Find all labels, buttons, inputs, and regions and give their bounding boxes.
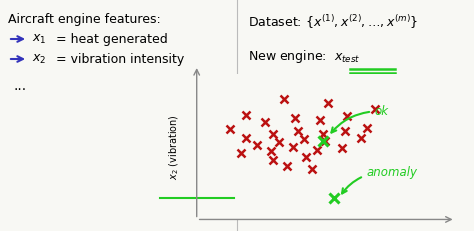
Text: $x_1$: $x_1$ — [32, 32, 46, 46]
Text: = vibration intensity: = vibration intensity — [56, 52, 184, 66]
Text: New engine:  $x_{test}$: New engine: $x_{test}$ — [248, 48, 361, 65]
Text: ...: ... — [14, 79, 27, 93]
Text: $x_2$: $x_2$ — [32, 52, 46, 66]
Text: $x_2$ (vibration): $x_2$ (vibration) — [168, 114, 182, 179]
Text: = heat generated: = heat generated — [56, 33, 168, 46]
Text: Dataset: $\{x^{(1)}, x^{(2)}, \ldots, x^{(m)}\}$: Dataset: $\{x^{(1)}, x^{(2)}, \ldots, x^… — [248, 13, 419, 31]
Text: Aircraft engine features:: Aircraft engine features: — [8, 13, 161, 26]
Text: anomaly: anomaly — [342, 166, 418, 193]
Text: ok: ok — [331, 105, 389, 133]
